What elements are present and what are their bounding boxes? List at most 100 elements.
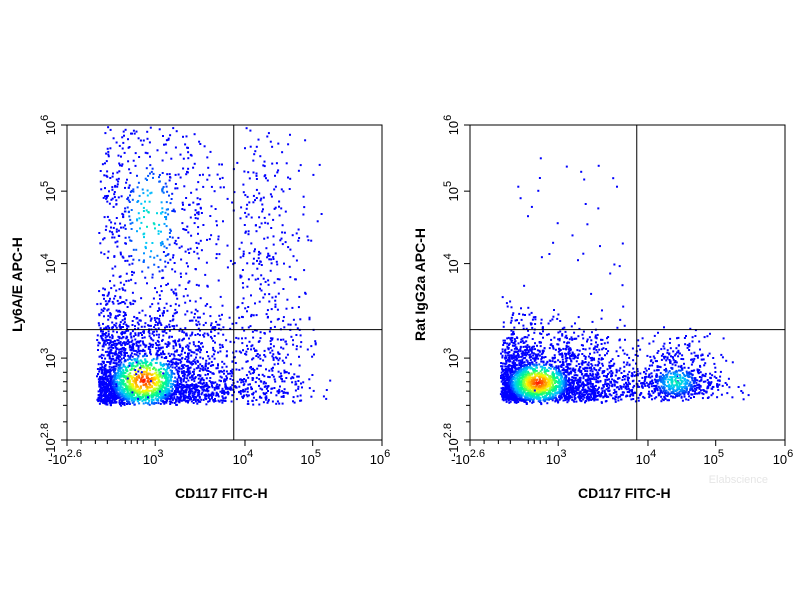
event-dot [151, 273, 154, 276]
event-dot [244, 380, 247, 383]
event-dot [136, 357, 139, 360]
event-dot [122, 394, 125, 397]
event-dot [149, 369, 151, 372]
event-dot [202, 382, 205, 384]
y-tick-label: 104 [39, 253, 58, 274]
event-dot [248, 201, 251, 204]
event-dot [126, 198, 129, 200]
event-dot [278, 205, 280, 208]
event-dot [103, 390, 106, 393]
event-dot [276, 318, 279, 321]
event-dot [124, 302, 127, 305]
event-dot [254, 302, 256, 305]
event-dot [278, 214, 281, 217]
event-dot [123, 332, 126, 335]
event-dot [180, 389, 183, 392]
event-dot [241, 342, 244, 345]
event-dot [266, 401, 269, 404]
event-dot [258, 226, 261, 229]
event-dot [185, 197, 188, 199]
event-dot [174, 173, 177, 176]
event-dot [111, 398, 114, 401]
event-dot [196, 211, 199, 214]
event-dot [159, 258, 162, 261]
event-dot [149, 192, 152, 195]
event-dot [183, 399, 186, 402]
event-dot [105, 375, 108, 378]
event-dot [552, 376, 555, 379]
event-dot [578, 367, 581, 370]
event-dot [517, 359, 520, 362]
event-dot [141, 400, 144, 403]
event-dot [189, 397, 192, 399]
event-dot [245, 127, 248, 130]
event-dot [182, 167, 185, 170]
event-dot [148, 381, 151, 383]
event-dot [145, 382, 147, 385]
event-dot [184, 390, 186, 393]
event-dot [135, 248, 138, 251]
event-dot [150, 374, 153, 376]
event-dot [270, 258, 273, 261]
event-dot [99, 366, 102, 369]
event-dot [526, 336, 529, 339]
event-dot [299, 334, 302, 337]
event-dot [558, 349, 561, 352]
event-dot [168, 374, 171, 377]
plot-frame [469, 124, 786, 441]
event-dot [138, 259, 141, 262]
event-dot [155, 344, 158, 346]
event-dot [186, 310, 189, 313]
event-dot [133, 389, 136, 392]
event-dot [282, 319, 285, 322]
event-dot [128, 378, 131, 381]
event-dot [283, 361, 286, 364]
event-dot [250, 386, 253, 389]
event-dot [259, 252, 262, 255]
event-dot [266, 309, 269, 312]
event-dot [224, 385, 227, 388]
event-dot [105, 381, 107, 384]
event-dot [115, 391, 118, 394]
event-dot [122, 383, 125, 386]
event-dot [575, 364, 578, 367]
event-dot [255, 174, 258, 177]
event-dot [97, 373, 99, 376]
event-dot [270, 337, 272, 340]
event-dot [205, 359, 208, 362]
event-dot [114, 350, 117, 353]
event-dot [186, 367, 189, 370]
event-dot [109, 313, 112, 316]
event-dot [185, 386, 188, 389]
event-dot [202, 378, 205, 381]
event-dot [188, 376, 191, 379]
event-dot [151, 402, 153, 405]
event-dot [220, 380, 222, 383]
event-dot [623, 352, 626, 355]
event-dot [295, 232, 298, 235]
event-dot [107, 334, 110, 337]
event-dot [182, 370, 185, 373]
event-dot [238, 316, 241, 319]
event-dot [131, 396, 133, 399]
event-dot [515, 401, 518, 404]
event-dot [268, 330, 271, 333]
event-dot [113, 396, 116, 399]
event-dot [115, 343, 118, 346]
event-dot [158, 308, 161, 311]
event-dot [262, 208, 264, 211]
event-dot [120, 401, 123, 404]
event-dot [172, 315, 175, 318]
event-dot [122, 216, 125, 219]
event-dot [209, 315, 212, 318]
event-dot [166, 343, 169, 346]
event-dot [126, 393, 129, 396]
event-dot [262, 296, 265, 299]
event-dot [113, 342, 116, 345]
event-dot [140, 390, 143, 393]
event-dot [531, 373, 533, 376]
event-dot [183, 331, 186, 334]
event-dot [187, 265, 189, 268]
event-dot [155, 394, 158, 397]
event-dot [262, 164, 265, 167]
